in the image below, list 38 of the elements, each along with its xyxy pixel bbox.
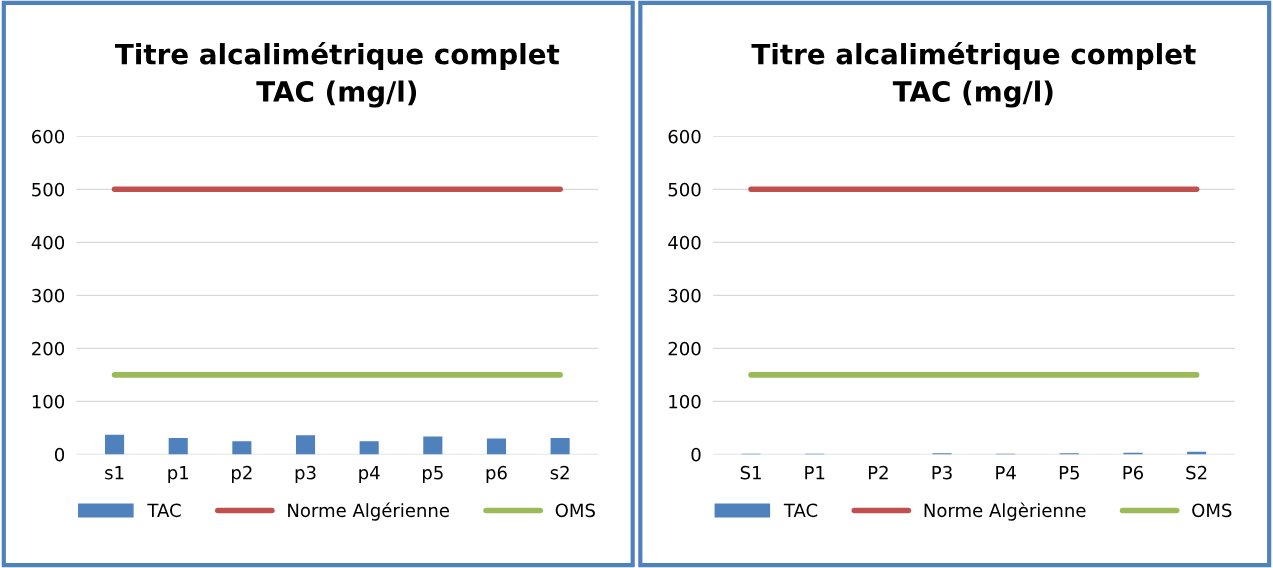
x-tick-label: p2 bbox=[232, 465, 252, 483]
legend-label: TAC bbox=[147, 503, 181, 518]
y-tick-label: 0 bbox=[691, 447, 701, 462]
x-tick-label: P6 bbox=[1123, 465, 1144, 480]
y-tick-label: 300 bbox=[668, 288, 701, 303]
x-tick-label: p4 bbox=[359, 466, 380, 483]
chart-title: Titre alcalimétrique complet TAC (mg/l) bbox=[115, 41, 560, 108]
y-tick-label: 500 bbox=[32, 182, 65, 197]
y-tick-label: 200 bbox=[32, 341, 65, 356]
legend-label: Norme Algérienne bbox=[288, 502, 449, 521]
y-tick-label: 600 bbox=[32, 129, 65, 144]
x-tick-label: s1 bbox=[105, 466, 124, 480]
y-tick-label: 100 bbox=[32, 394, 65, 409]
x-tick-label: p5 bbox=[422, 466, 443, 483]
x-tick-label: P2 bbox=[868, 465, 888, 480]
y-tick-label: 100 bbox=[669, 394, 701, 409]
x-tick-label: p1 bbox=[168, 466, 189, 483]
x-tick-label: P1 bbox=[805, 466, 825, 480]
chart-title: Titre alcalimétrique complet TAC (mg/l) bbox=[751, 41, 1196, 108]
legend-label: Norme Algèrienne bbox=[924, 502, 1086, 521]
y-tick-label: 0 bbox=[54, 447, 65, 462]
y-tick-label: 400 bbox=[31, 235, 65, 250]
x-tick-label: p6 bbox=[486, 465, 507, 483]
y-tick-label: 500 bbox=[668, 182, 701, 197]
legend-label: TAC bbox=[783, 503, 818, 518]
y-tick-label: 400 bbox=[668, 235, 701, 250]
x-tick-label: p3 bbox=[295, 465, 316, 483]
x-tick-label: S1 bbox=[740, 465, 761, 480]
x-tick-label: s2 bbox=[550, 465, 569, 480]
legend-label: OMS bbox=[1192, 503, 1232, 518]
x-tick-label: P3 bbox=[932, 465, 952, 480]
x-tick-label: P5 bbox=[1059, 466, 1079, 480]
y-tick-label: 600 bbox=[668, 129, 701, 144]
y-tick-label: 200 bbox=[668, 341, 701, 356]
legend-label: OMS bbox=[555, 503, 595, 518]
x-tick-label: S2 bbox=[1186, 465, 1207, 480]
y-tick-label: 300 bbox=[32, 288, 65, 303]
x-tick-label: P4 bbox=[996, 466, 1016, 480]
